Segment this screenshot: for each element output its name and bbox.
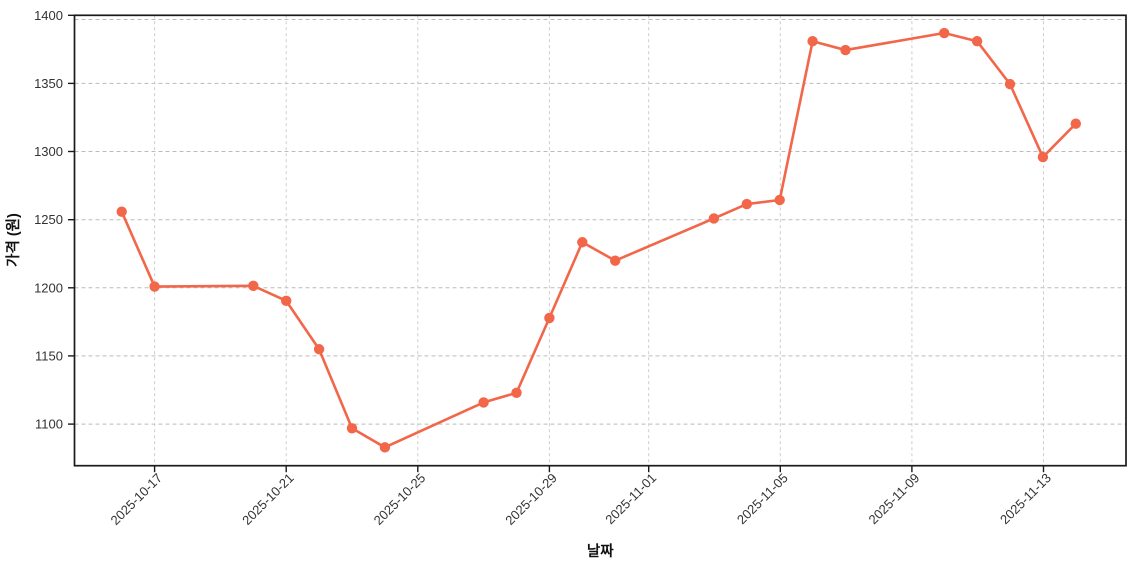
svg-text:1200: 1200 [34, 280, 63, 295]
svg-text:2025-11-13: 2025-11-13 [997, 470, 1054, 527]
svg-text:1100: 1100 [35, 417, 63, 432]
svg-text:2025-10-25: 2025-10-25 [371, 470, 429, 528]
svg-text:2025-10-21: 2025-10-21 [239, 470, 297, 528]
svg-text:2025-11-09: 2025-11-09 [865, 470, 922, 527]
svg-text:2025-11-05: 2025-11-05 [734, 470, 791, 527]
svg-text:1350: 1350 [34, 76, 63, 91]
svg-text:가격 (원): 가격 (원) [4, 213, 22, 267]
svg-text:1400: 1400 [34, 8, 63, 23]
svg-text:2025-10-29: 2025-10-29 [502, 470, 560, 528]
svg-text:2025-11-01: 2025-11-01 [602, 470, 659, 527]
svg-text:1300: 1300 [34, 144, 63, 159]
svg-text:1150: 1150 [35, 348, 63, 363]
svg-text:1250: 1250 [34, 212, 63, 227]
svg-text:2025-10-17: 2025-10-17 [107, 470, 165, 528]
svg-text:날짜: 날짜 [587, 542, 614, 560]
